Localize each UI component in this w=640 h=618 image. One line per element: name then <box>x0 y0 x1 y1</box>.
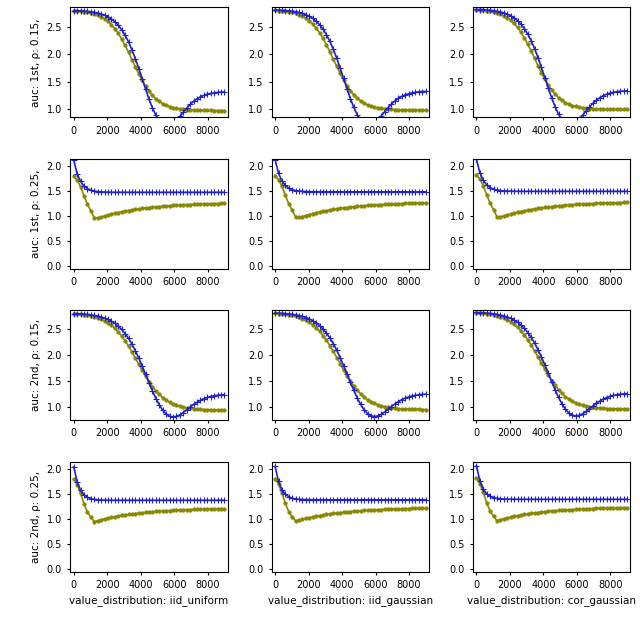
X-axis label: value_distribution: iid_uniform: value_distribution: iid_uniform <box>69 596 228 606</box>
Y-axis label: auc: 1st, ρ: 0.25,: auc: 1st, ρ: 0.25, <box>31 169 41 258</box>
X-axis label: value_distribution: cor_gaussian: value_distribution: cor_gaussian <box>467 596 636 606</box>
Y-axis label: auc: 2nd, ρ: 0.15,: auc: 2nd, ρ: 0.15, <box>31 320 41 412</box>
X-axis label: value_distribution: iid_gaussian: value_distribution: iid_gaussian <box>268 596 433 606</box>
Y-axis label: auc: 2nd, ρ: 0.25,: auc: 2nd, ρ: 0.25, <box>31 471 41 563</box>
Y-axis label: auc: 1st, ρ: 0.15,: auc: 1st, ρ: 0.15, <box>31 18 41 106</box>
